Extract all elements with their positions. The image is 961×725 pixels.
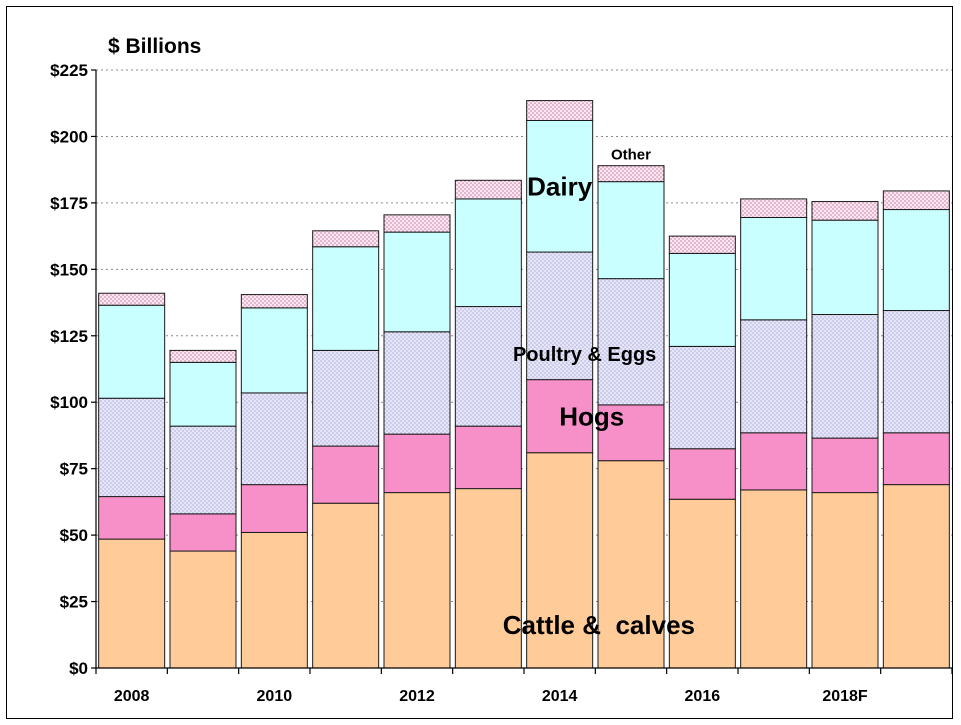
bar-dairy-2008 <box>98 304 166 399</box>
bar-dairy-2014 <box>526 119 594 253</box>
annotations: Other Dairy Poultry & Eggs Hogs Cattle & cal… <box>503 147 695 640</box>
annotation-other: Other <box>611 147 651 164</box>
bar-cattle-calves-2019 <box>882 484 950 669</box>
axes <box>91 69 953 674</box>
bar-hogs-2008 <box>98 496 166 540</box>
bar-cattle-calves-2013 <box>454 488 522 669</box>
y-tick-label-75: $75 <box>60 460 88 479</box>
bar-poultry-eggs-2013 <box>454 306 522 427</box>
y-tick-label-150: $150 <box>50 260 88 279</box>
bar-hogs-2009 <box>169 513 237 552</box>
bar-other-2011 <box>312 230 380 248</box>
y-tick-label-200: $200 <box>50 127 88 146</box>
bar-dairy-2009 <box>169 361 237 427</box>
annotation-cattle-calves: Cattle & calves <box>503 610 695 640</box>
bar-cattle-calves-2016 <box>668 498 736 669</box>
y-tick-label-125: $125 <box>50 327 88 346</box>
y-tick-label-175: $175 <box>50 194 88 213</box>
bar-poultry-eggs-2008 <box>98 397 166 498</box>
bar-dairy-2015 <box>597 181 665 280</box>
x-tick-label-2008: 2008 <box>114 688 150 705</box>
bar-hogs-2014 <box>526 379 594 454</box>
bar-cattle-calves-2009 <box>169 550 237 669</box>
x-tick-label-2014: 2014 <box>542 688 578 705</box>
bar-dairy-2017 <box>740 217 808 321</box>
chart-frame <box>6 6 953 719</box>
bar-other-2018f <box>811 201 879 221</box>
bar-other-2010 <box>240 294 308 309</box>
bar-cattle-calves-2010 <box>240 531 308 669</box>
annotation-dairy: Dairy <box>527 171 593 201</box>
bar-poultry-eggs-2019 <box>882 310 950 434</box>
bar-hogs-2011 <box>312 445 380 504</box>
bar-poultry-eggs-2015 <box>597 278 665 406</box>
bar-cattle-calves-2011 <box>312 502 380 669</box>
bar-poultry-eggs-2018f <box>811 314 879 439</box>
bar-poultry-eggs-2010 <box>240 392 308 486</box>
bar-hogs-2010 <box>240 484 308 533</box>
bar-hogs-2013 <box>454 425 522 490</box>
bar-hogs-2015 <box>597 404 665 462</box>
bar-cattle-calves-2017 <box>740 489 808 669</box>
x-tick-label-2012: 2012 <box>399 688 435 705</box>
x-tick-label-2018f: 2018F <box>822 688 868 705</box>
y-tick-labels: $0 $25 $50 $75 $100 $125 $150 $175 $200 $225 <box>50 61 88 678</box>
x-tick-label-2016: 2016 <box>685 688 721 705</box>
y-tick-label-225: $225 <box>50 61 88 80</box>
bar-other-2019 <box>882 190 950 211</box>
bar-hogs-2016 <box>668 448 736 500</box>
bar-cattle-calves-2012 <box>383 492 451 669</box>
y-tick-label-0: $0 <box>69 659 88 678</box>
y-tick-label-50: $50 <box>60 526 88 545</box>
annotation-poultry-eggs: Poultry & Eggs <box>513 344 656 366</box>
bar-other-2008 <box>98 292 166 306</box>
bars <box>98 100 950 669</box>
bar-poultry-eggs-2016 <box>668 345 736 450</box>
bar-poultry-eggs-2009 <box>169 425 237 515</box>
bar-dairy-2019 <box>882 209 950 312</box>
bar-hogs-2019 <box>882 432 950 486</box>
bar-cattle-calves-2018f <box>811 492 879 669</box>
bar-dairy-2011 <box>312 246 380 351</box>
bar-other-2014 <box>526 100 594 121</box>
bar-dairy-2012 <box>383 231 451 333</box>
bar-hogs-2017 <box>740 432 808 491</box>
bar-other-2009 <box>169 349 237 363</box>
bar-hogs-2018f <box>811 437 879 494</box>
bar-poultry-eggs-2017 <box>740 319 808 434</box>
annotation-hogs: Hogs <box>559 401 624 431</box>
y-tick-label-25: $25 <box>60 593 88 612</box>
bar-other-2012 <box>383 214 451 233</box>
bar-poultry-eggs-2012 <box>383 331 451 435</box>
bar-other-2013 <box>454 179 522 200</box>
bar-poultry-eggs-2011 <box>312 349 380 447</box>
bar-dairy-2018f <box>811 219 879 316</box>
x-tick-label-2010: 2010 <box>257 688 293 705</box>
bar-other-2015 <box>597 165 665 183</box>
bar-dairy-2013 <box>454 198 522 308</box>
unit-label: $ Billions <box>108 35 201 58</box>
bar-other-2016 <box>668 235 736 254</box>
bar-other-2017 <box>740 198 808 219</box>
bar-hogs-2012 <box>383 433 451 494</box>
bar-cattle-calves-2008 <box>98 538 166 669</box>
x-tick-labels: 2008 2010 2012 2014 2016 2018F <box>114 688 868 705</box>
y-tick-label-100: $100 <box>50 393 88 412</box>
bar-dairy-2010 <box>240 307 308 394</box>
bar-dairy-2016 <box>668 252 736 347</box>
